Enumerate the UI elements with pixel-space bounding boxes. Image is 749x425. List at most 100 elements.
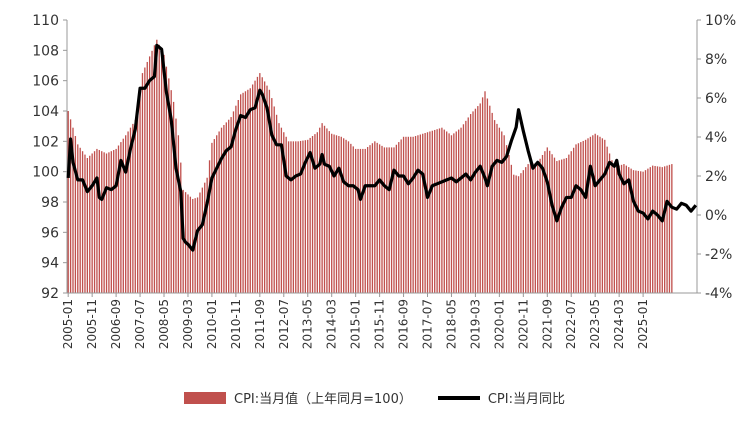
bar-mark bbox=[491, 112, 493, 294]
x-tick-label: 2013-05 bbox=[301, 299, 315, 349]
bar-mark bbox=[587, 138, 589, 293]
bar-mark bbox=[544, 151, 546, 293]
x-tick-label: 2025-01 bbox=[636, 299, 650, 349]
bar-mark bbox=[469, 114, 472, 293]
bar-mark bbox=[563, 158, 565, 293]
bar-mark bbox=[474, 108, 477, 293]
legend-swatch-line bbox=[437, 395, 480, 400]
bar-mark bbox=[362, 148, 364, 293]
x-tick-label: 2016-09 bbox=[397, 299, 411, 349]
bar-mark bbox=[568, 154, 570, 293]
bar-mark bbox=[381, 145, 383, 293]
bar-mark bbox=[307, 139, 309, 293]
bar-mark bbox=[448, 133, 450, 293]
bar-mark bbox=[589, 136, 592, 293]
bar-mark bbox=[170, 90, 172, 294]
bar-mark bbox=[601, 138, 604, 293]
y-tick-label: 102 bbox=[32, 134, 59, 150]
bar-mark bbox=[611, 160, 613, 293]
bar-mark bbox=[529, 163, 532, 293]
bar-mark bbox=[505, 145, 508, 294]
bar-mark bbox=[266, 85, 268, 293]
bar-mark bbox=[275, 114, 278, 293]
bar-mark bbox=[283, 132, 285, 293]
bar-mark bbox=[153, 45, 156, 293]
bar-mark bbox=[122, 138, 124, 293]
bar-mark bbox=[338, 136, 340, 293]
bar-mark bbox=[647, 168, 649, 293]
bar-mark bbox=[551, 154, 553, 293]
bar-mark bbox=[486, 98, 489, 294]
bar-mark bbox=[532, 163, 534, 293]
bar-mark bbox=[299, 140, 302, 293]
line-series-group bbox=[66, 43, 698, 252]
bar-mark bbox=[160, 49, 163, 293]
x-tick-label: 2010-11 bbox=[229, 299, 243, 349]
bar-mark bbox=[582, 140, 584, 293]
y2-tick-label: 8% bbox=[705, 52, 727, 68]
bar-mark bbox=[326, 128, 328, 293]
bar-mark bbox=[345, 139, 347, 293]
bar-mark bbox=[481, 97, 484, 293]
bar-mark bbox=[127, 131, 129, 293]
bar-mark bbox=[592, 135, 594, 293]
bar-mark bbox=[479, 103, 481, 293]
bar-mark bbox=[105, 153, 108, 293]
bar-mark bbox=[144, 67, 146, 294]
bar-mark bbox=[640, 171, 642, 293]
bar-mark bbox=[374, 141, 376, 293]
bar-mark bbox=[364, 148, 366, 293]
bar-mark bbox=[120, 142, 122, 293]
bar-mark bbox=[304, 140, 307, 293]
y-tick-label: 108 bbox=[32, 43, 59, 59]
x-tick-label: 2024-03 bbox=[612, 299, 626, 349]
bar-mark bbox=[237, 100, 239, 293]
bar-mark bbox=[668, 164, 671, 293]
bar-mark bbox=[148, 56, 151, 294]
bar-mark bbox=[446, 131, 448, 293]
cpi-yoy-line bbox=[66, 43, 698, 252]
bar-mark bbox=[630, 168, 632, 293]
x-tick-label: 2008-05 bbox=[157, 299, 171, 349]
bar-mark bbox=[151, 50, 153, 294]
bar-mark bbox=[201, 187, 203, 293]
bar-mark bbox=[206, 177, 208, 293]
bar-mark bbox=[311, 136, 314, 293]
bar-mark bbox=[261, 77, 263, 293]
x-tick-label: 2015-01 bbox=[349, 299, 363, 349]
bar-mark bbox=[498, 127, 501, 294]
bar-mark bbox=[520, 173, 522, 293]
bar-mark bbox=[263, 81, 266, 293]
bar-mark bbox=[455, 131, 457, 293]
bar-mark bbox=[240, 94, 242, 293]
bar-mark bbox=[618, 165, 620, 293]
bar-mark bbox=[537, 162, 539, 293]
x-tick-label: 2018-05 bbox=[444, 299, 458, 349]
bar-mark bbox=[431, 130, 433, 293]
bar-mark bbox=[644, 170, 647, 293]
bar-mark bbox=[244, 91, 247, 293]
bar-mark bbox=[383, 147, 386, 293]
bar-mark bbox=[539, 158, 541, 293]
bar-mark bbox=[347, 141, 350, 293]
bar-mark bbox=[422, 133, 424, 293]
bar-mark bbox=[287, 141, 290, 293]
bar-mark bbox=[503, 135, 505, 293]
bar-mark bbox=[216, 135, 218, 293]
bar-mark bbox=[211, 142, 213, 293]
y-tick-label: 110 bbox=[32, 13, 59, 29]
legend-swatch-bar bbox=[184, 391, 226, 404]
bar-mark bbox=[113, 150, 115, 293]
legend-label-line: CPI:当月同比 bbox=[487, 392, 565, 407]
bar-mark bbox=[230, 117, 232, 293]
bar-mark bbox=[280, 127, 283, 294]
bar-mark bbox=[309, 137, 311, 293]
bar-mark bbox=[254, 80, 256, 293]
bar-mark bbox=[172, 101, 175, 294]
bar-mark bbox=[443, 129, 445, 293]
bar-mark bbox=[247, 89, 249, 294]
bar-mark bbox=[584, 139, 587, 293]
bar-mark bbox=[177, 135, 180, 293]
bar-mark bbox=[570, 151, 572, 293]
bar-mark bbox=[378, 144, 381, 293]
